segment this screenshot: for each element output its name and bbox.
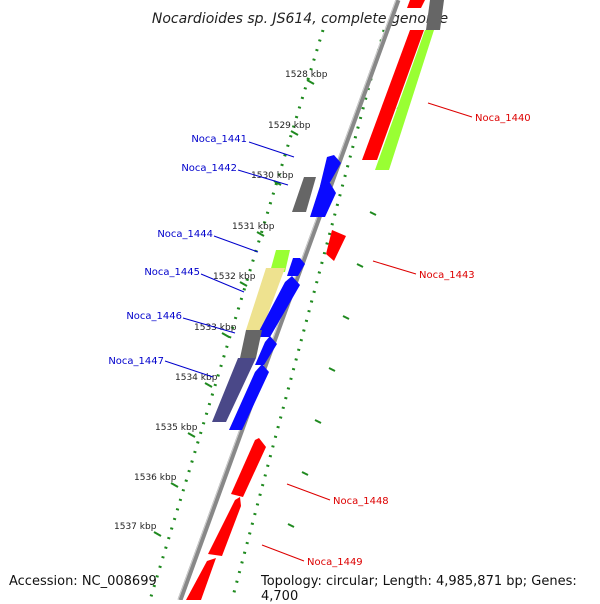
gene-feature[interactable] — [256, 276, 300, 337]
gene-feature[interactable] — [310, 183, 336, 217]
tick-label: 1528 kbp — [285, 70, 328, 80]
label-leaders — [164, 102, 473, 562]
gene-feature[interactable] — [186, 558, 216, 600]
tick-label: 1532 kbp — [213, 272, 256, 282]
tick-label: 1533 kbp — [194, 323, 237, 333]
gene-feature[interactable] — [255, 336, 277, 365]
tick-label: 1534 kbp — [175, 373, 218, 383]
outer-ruler-ring — [230, 29, 386, 600]
gene-label[interactable]: Noca_1445 — [144, 267, 200, 278]
gene-label[interactable]: Noca_1444 — [157, 229, 213, 240]
gene-feature[interactable] — [320, 155, 341, 186]
ruler-ticks: 1528 kbp 1529 kbp 1530 kbp 1531 kbp 1532… — [114, 70, 328, 532]
gene-feature[interactable] — [212, 358, 256, 422]
gene-label[interactable]: Noca_1443 — [419, 270, 475, 281]
gene-label[interactable]: Noca_1447 — [108, 356, 164, 367]
gene-label[interactable]: Noca_1449 — [307, 557, 363, 568]
gene-feature[interactable] — [287, 258, 305, 276]
gene-feature[interactable] — [229, 364, 269, 430]
map-title: Nocardioides sp. JS614, complete genome — [152, 11, 448, 27]
gene-labels: Noca_1440 Noca_1441 Noca_1442 Noca_1443 … — [108, 113, 530, 568]
ruler-tick-marks — [153, 79, 315, 537]
feature-top-cap-2 — [426, 0, 444, 30]
tick-label: 1535 kbp — [155, 423, 198, 433]
gene-feature[interactable] — [246, 268, 285, 330]
feature-top-cap-1 — [407, 0, 425, 8]
gene-label[interactable]: Noca_1440 — [475, 113, 531, 124]
tick-label: 1536 kbp — [134, 473, 177, 483]
gene-feature[interactable] — [292, 177, 316, 212]
tick-label: 1531 kbp — [232, 222, 275, 232]
outer-ruler-tick-marks — [287, 107, 404, 528]
tick-label: 1530 kbp — [251, 171, 294, 181]
gene-features — [186, 30, 434, 600]
accession-text: Accession: NC_008699 — [9, 574, 157, 589]
tick-label: 1537 kbp — [114, 522, 157, 532]
gene-label[interactable]: Noca_1446 — [126, 311, 182, 322]
gene-label[interactable]: Noca_1442 — [181, 163, 237, 174]
gene-feature[interactable] — [208, 497, 241, 556]
gene-label[interactable]: Noca_1441 — [191, 134, 247, 145]
gene-feature[interactable] — [270, 250, 290, 272]
gene-feature[interactable] — [375, 30, 434, 170]
gene-feature[interactable] — [231, 438, 266, 497]
tick-label: 1529 kbp — [268, 121, 311, 131]
gene-feature[interactable] — [362, 30, 424, 160]
gene-feature[interactable] — [326, 230, 346, 261]
gene-feature[interactable] — [240, 330, 262, 358]
gene-label[interactable]: Noca_1448 — [333, 496, 389, 507]
